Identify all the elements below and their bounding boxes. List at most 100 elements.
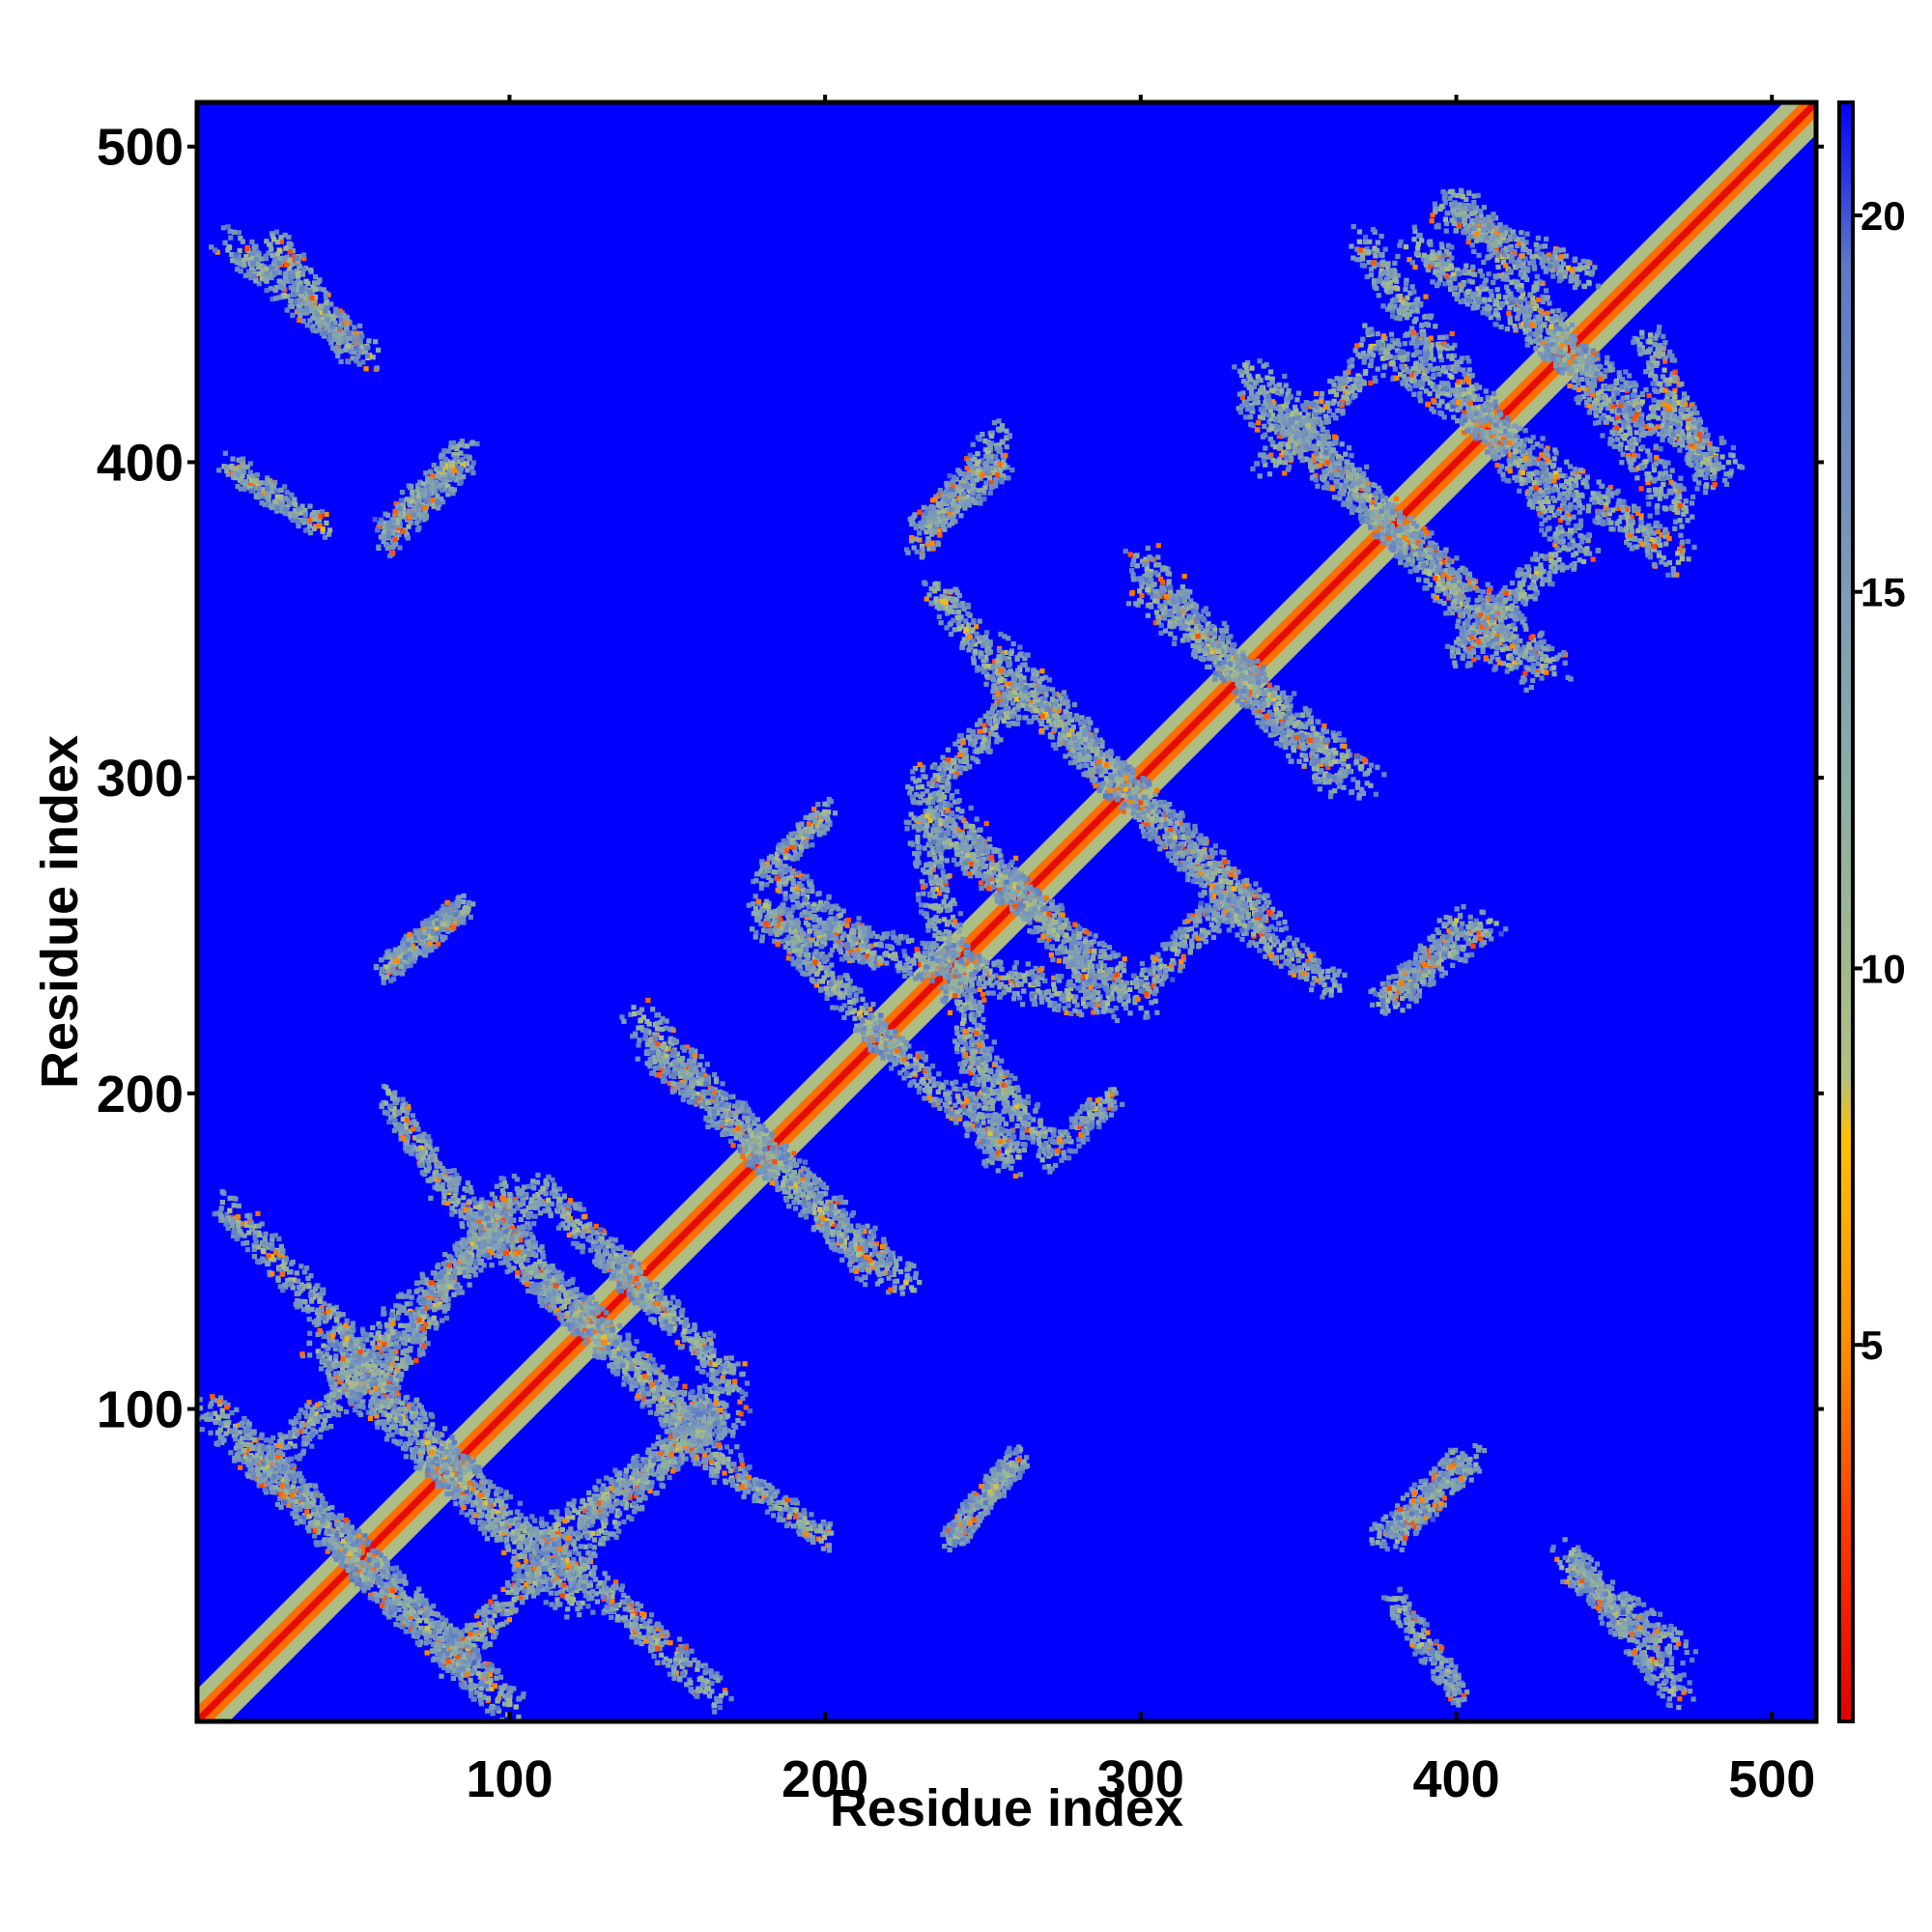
heatmap-cell [532,1240,539,1246]
heatmap-cell [293,1498,299,1505]
heatmap-cell [265,1463,270,1469]
heatmap-cell [293,1506,298,1512]
heatmap-cell [385,1404,391,1410]
heatmap-cell [261,1472,268,1478]
heatmap-cell [613,1334,619,1340]
heatmap-cell [428,1450,435,1456]
heatmap-cell [695,1426,700,1432]
heatmap-cell [708,1377,715,1382]
heatmap-cell [619,1344,625,1350]
heatmap-cell [309,1406,315,1412]
heatmap-cell [221,1437,227,1443]
heatmap-cell [428,1195,434,1201]
heatmap-cell [478,1500,485,1507]
heatmap-cell [375,1549,381,1555]
heatmap-cell [588,1313,594,1320]
heatmap-cell [257,1463,263,1468]
heatmap-cell [444,1638,451,1644]
heatmap-cell [488,1504,494,1510]
heatmap-cell [542,1261,548,1266]
heatmap-cell [653,1491,659,1496]
heatmap-cell [597,1541,604,1547]
heatmap-cell [222,1400,228,1406]
heatmap-cell [578,1544,583,1549]
heatmap-cell [709,1424,715,1430]
heatmap-cell [473,1690,480,1695]
heatmap-cell [423,1277,430,1283]
heatmap-cell [350,1389,355,1395]
heatmap-cell [445,1484,452,1490]
heatmap-cell [466,1463,471,1469]
heatmap-cell [520,1594,526,1601]
heatmap-cell [334,1532,340,1538]
heatmap-cell [270,1435,276,1441]
heatmap-cell [705,1447,712,1453]
heatmap-cell [556,1286,562,1292]
heatmap-cell [528,1269,534,1275]
heatmap-cell [596,1354,602,1360]
heatmap-cell [478,1625,484,1631]
heatmap-cell [327,1537,332,1543]
heatmap-cell [562,1534,568,1540]
heatmap-cell [325,1548,330,1554]
heatmap-cell [380,1584,385,1591]
heatmap-cell [585,1323,591,1329]
heatmap-cell [439,1463,445,1469]
heatmap-cell [640,1391,647,1397]
heatmap-cell [402,1619,408,1625]
heatmap-cell [543,1600,549,1605]
heatmap-cell [562,1292,569,1297]
heatmap-cell [669,1380,675,1386]
heatmap-cell [353,1380,358,1386]
heatmap-cell [318,1427,324,1433]
heatmap-cell [650,1357,656,1363]
heatmap-cell [543,1269,549,1275]
heatmap-cell [512,1562,518,1568]
heatmap-cell [695,1662,701,1668]
heatmap-cell [585,1329,591,1335]
heatmap-cell [462,1469,468,1475]
heatmap-cell [517,1565,523,1571]
heatmap-cell [583,1308,590,1314]
heatmap-cell [697,1398,703,1404]
heatmap-cell [582,1299,588,1305]
heatmap-cell [633,1622,639,1628]
heatmap-cell [506,1531,512,1537]
heatmap-cell [416,1609,422,1615]
heatmap-cell [577,1328,583,1334]
heatmap-cell [520,1693,526,1700]
heatmap-cell [621,1350,627,1356]
heatmap-cell [281,1465,287,1471]
heatmap-cell [605,1319,611,1324]
heatmap-cell [654,1633,660,1638]
heatmap-cell [324,1530,329,1536]
heatmap-cell [501,1514,507,1520]
contact-band [463,1189,753,1489]
heatmap-cell [665,1402,670,1407]
heatmap-cell [494,1523,499,1529]
heatmap-cell [238,1464,243,1470]
heatmap-cell [660,1633,666,1638]
heatmap-cell [572,1324,578,1330]
heatmap-cell [433,1635,439,1641]
heatmap-cell [217,1427,223,1433]
heatmap-cell [330,1398,336,1404]
heatmap-cell [659,1640,665,1646]
heatmap-cell [587,1579,593,1585]
heatmap-cell [467,1657,472,1662]
heatmap-cell [606,1342,611,1348]
heatmap-cell [384,1575,390,1580]
heatmap-cell [572,1306,578,1312]
heatmap-cell [610,1326,615,1332]
heatmap-cell [551,1574,556,1579]
heatmap-cell [604,1511,610,1517]
heatmap-cell [400,1590,407,1596]
heatmap-cell [594,1348,600,1353]
heatmap-cell [354,1547,359,1552]
heatmap-cell [548,1280,554,1286]
heatmap-cell [217,1399,223,1405]
heatmap-cell [478,1473,484,1479]
heatmap-cell [250,1475,256,1481]
heatmap-cell [507,1218,513,1225]
heatmap-cell [460,1494,466,1500]
